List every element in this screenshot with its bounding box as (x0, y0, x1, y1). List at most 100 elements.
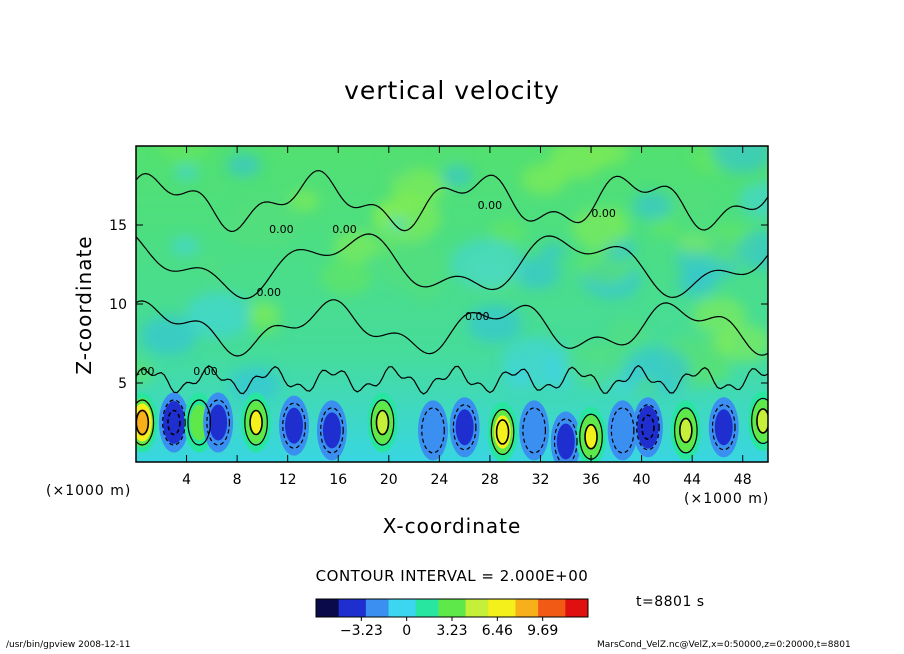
colorbar-swatch (524, 599, 530, 617)
cell-contour (679, 417, 693, 444)
x-unit-left: (×1000 m) (46, 483, 132, 499)
cell-contour (249, 409, 263, 436)
colorbar-swatch (352, 599, 358, 617)
colorbar-swatch (442, 599, 448, 617)
colorbar-swatch (329, 599, 335, 617)
colorbar-swatch (420, 599, 426, 617)
cell-contour (641, 414, 655, 441)
colorbar-swatch (429, 599, 435, 617)
colorbar-swatch (379, 599, 385, 617)
cell-contour (522, 407, 547, 454)
convection-cell (279, 395, 309, 456)
colorbar-swatch (393, 599, 399, 617)
x-tick-label: 36 (582, 472, 600, 488)
x-tick-label: 48 (734, 472, 752, 488)
cell-contour (610, 407, 635, 454)
colorbar-swatch (397, 599, 403, 617)
cell-contour (756, 408, 768, 434)
footer-right-info: MarsCond_VelZ.nc@VelZ,x=0:50000,z=0:2000… (597, 640, 851, 650)
colorbar-swatch (365, 599, 371, 617)
colorbar-swatch (465, 599, 471, 617)
x-tick-label: 12 (279, 472, 297, 488)
colorbar-swatch (433, 599, 439, 617)
x-unit-right: (×1000 m) (684, 491, 770, 507)
convection-cell (607, 400, 638, 461)
heatmap-field: 0.00 0.00 0.00 0.00 0.00 0.00 0.00 0.00 (130, 146, 768, 462)
cell-contour (490, 408, 515, 456)
colorbar-swatch (474, 599, 480, 617)
cell-contour (375, 409, 390, 436)
contour-label: 0.00 (256, 286, 281, 299)
colorbar-swatch (402, 599, 408, 617)
zero-contour (136, 233, 768, 300)
contour-label: 0.00 (478, 199, 503, 212)
colorbar-tick-label: 9.69 (527, 623, 558, 639)
x-tick-label: 16 (329, 472, 347, 488)
colorbar-swatch (343, 599, 349, 617)
colorbar-swatch (470, 599, 476, 617)
contour-label: 0.00 (130, 365, 155, 378)
colorbar-tick-label: −3.23 (340, 623, 383, 639)
chart-title: vertical velocity (344, 76, 560, 105)
cell-contour (495, 419, 510, 445)
colorbar-swatch (547, 599, 553, 617)
x-tick-label: 20 (380, 472, 398, 488)
colorbar-swatch (497, 599, 503, 617)
x-axis-label: X-coordinate (382, 514, 522, 538)
convection-cell (158, 392, 189, 453)
x-tick-label: 32 (532, 472, 550, 488)
convection-cell (519, 400, 550, 461)
colorbar-swatch (370, 599, 376, 617)
colorbar-swatch (533, 599, 539, 617)
cell-contour (553, 418, 578, 462)
cell-contour (636, 404, 660, 451)
colorbar-swatch (529, 599, 535, 617)
colorbar-tick-label: 6.46 (482, 623, 513, 639)
colorbar: −3.23 0 3.23 6.46 9.69 (315, 598, 589, 639)
contour-label: 0.00 (269, 223, 294, 236)
colorbar-swatch (556, 599, 562, 617)
x-tick-label: 28 (481, 472, 499, 488)
contour-label: 0.00 (193, 365, 218, 378)
cell-contour (206, 399, 231, 446)
x-tick-label: 40 (633, 472, 651, 488)
colorbar-swatch (320, 599, 326, 617)
time-label: t=8801 s (636, 594, 705, 610)
y-tick-label: 15 (109, 218, 127, 234)
convection-cell (418, 400, 449, 461)
colorbar-swatch (574, 599, 580, 617)
colorbar-swatch (452, 599, 458, 617)
y-tick-label: 10 (109, 297, 127, 313)
zero-contour (136, 299, 768, 357)
x-tick-label: 8 (233, 472, 242, 488)
colorbar-swatch (424, 599, 430, 617)
colorbar-swatch (565, 599, 571, 617)
colorbar-swatch (551, 599, 557, 617)
convection-cell (449, 397, 480, 458)
cell-contour (187, 399, 212, 446)
colorbar-swatch (388, 599, 394, 617)
colorbar-swatch (384, 599, 390, 617)
colorbar-swatch (406, 599, 412, 617)
colorbar-swatch (515, 599, 521, 617)
colorbar-swatch (520, 599, 526, 617)
colorbar-swatch (338, 599, 344, 617)
colorbar-swatch (492, 599, 498, 617)
y-axis-label: Z-coordinate (72, 235, 96, 375)
convection-cell (241, 392, 272, 453)
colorbar-swatch (411, 599, 417, 617)
colorbar-swatch (356, 599, 362, 617)
colorbar-tick-label: 0 (402, 623, 411, 639)
colorbar-swatch (569, 599, 575, 617)
colorbar-swatch (483, 599, 489, 617)
colorbar-swatch (447, 599, 453, 617)
cell-contour (136, 399, 155, 446)
cell-contour (370, 399, 395, 446)
colorbar-swatch (334, 599, 340, 617)
colorbar-swatch (415, 599, 421, 617)
zero-contour (136, 364, 768, 395)
colorbar-swatch (501, 599, 507, 617)
convection-cell (316, 400, 347, 461)
convection-cell (632, 397, 663, 458)
